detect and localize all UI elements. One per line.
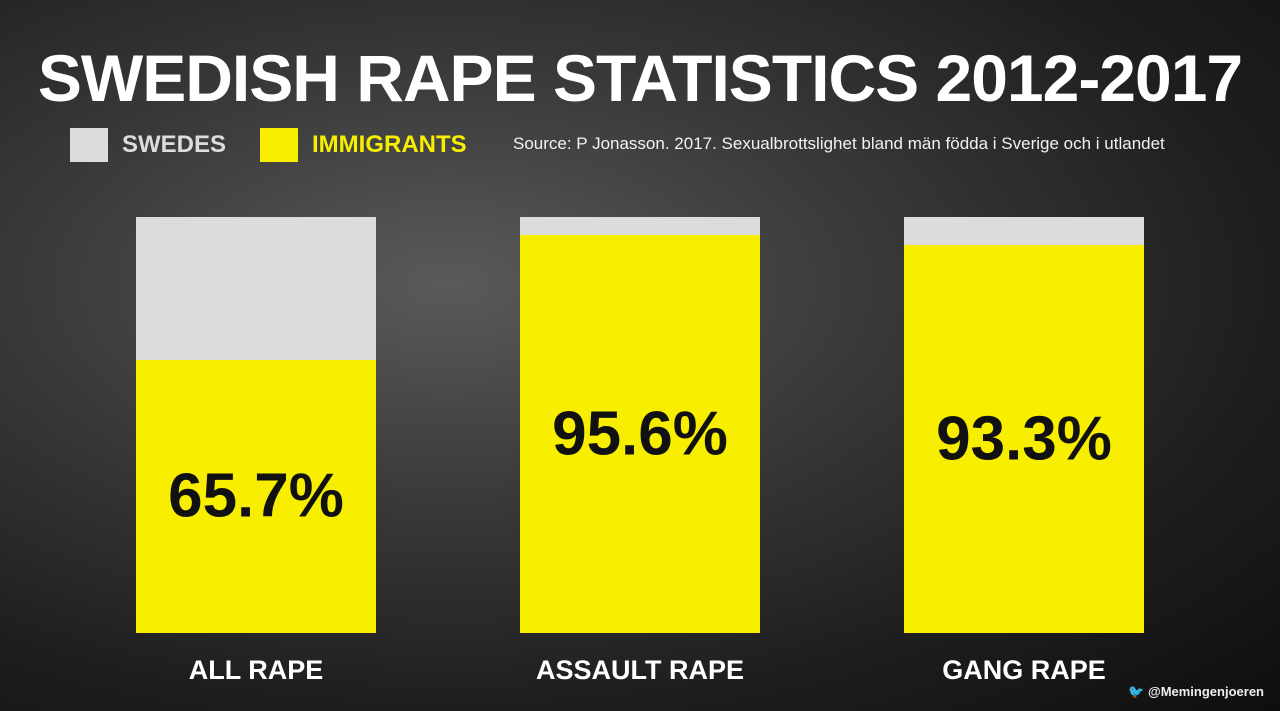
bar-segment-immigrants <box>136 359 376 633</box>
handle-text: @Memingenjoeren <box>1148 684 1264 699</box>
data-label: 95.6% <box>552 399 728 469</box>
legend-label-immigrants: IMMIGRANTS <box>312 131 467 158</box>
category-label: ASSAULT RAPE <box>535 655 744 685</box>
data-label: 65.7% <box>168 461 344 531</box>
bar-gang-rape: 93.3% <box>904 217 1144 633</box>
legend-item-immigrants: IMMIGRANTS <box>260 128 467 162</box>
bar-segment-swedes <box>136 217 376 360</box>
bar-segment-swedes <box>520 217 760 236</box>
legend: SWEDES IMMIGRANTS <box>70 128 501 162</box>
data-label: 93.3% <box>936 404 1112 474</box>
twitter-bird-icon: 🐦 <box>1128 684 1145 699</box>
bar-segment-immigrants <box>520 235 760 633</box>
bar-all-rape: 65.7% <box>136 217 376 633</box>
bar-assault-rape: 95.6% <box>520 217 760 633</box>
twitter-handle: 🐦 @Memingenjoeren <box>1128 684 1264 700</box>
chart-title: SWEDISH RAPE STATISTICS 2012-2017 <box>37 41 1243 115</box>
legend-swatch-immigrants <box>260 128 299 162</box>
legend-item-swedes: SWEDES <box>70 128 226 162</box>
source-citation: Source: P Jonasson. 2017. Sexualbrottsli… <box>513 134 1165 153</box>
category-label: ALL RAPE <box>188 655 324 685</box>
category-label: GANG RAPE <box>942 655 1106 685</box>
legend-label-swedes: SWEDES <box>122 131 227 158</box>
legend-swatch-swedes <box>70 128 108 162</box>
bar-segment-swedes <box>904 217 1144 245</box>
bar-segment-immigrants <box>904 244 1144 633</box>
